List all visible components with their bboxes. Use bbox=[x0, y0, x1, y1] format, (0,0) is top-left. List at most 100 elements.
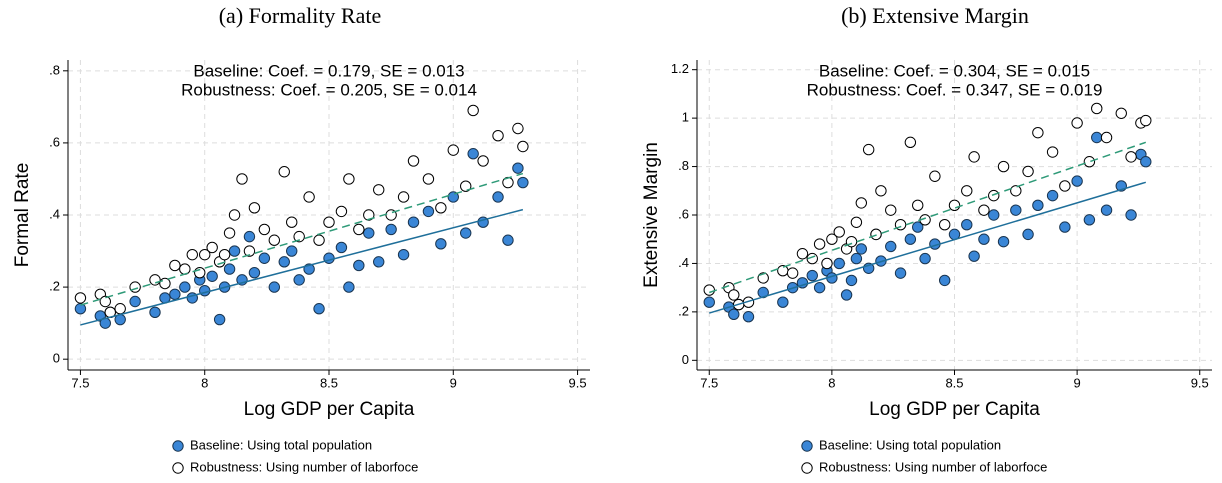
data-point bbox=[912, 199, 924, 212]
data-point bbox=[353, 259, 365, 272]
data-point bbox=[997, 235, 1010, 248]
data-point bbox=[502, 234, 514, 246]
data-point bbox=[373, 184, 385, 196]
data-point bbox=[1140, 114, 1152, 127]
data-point bbox=[149, 306, 161, 319]
data-point bbox=[1140, 156, 1152, 168]
data-point bbox=[467, 104, 479, 117]
data-point bbox=[1071, 175, 1083, 187]
data-point bbox=[728, 308, 740, 320]
data-point bbox=[813, 281, 826, 294]
data-point bbox=[796, 248, 809, 260]
data-point bbox=[938, 274, 951, 287]
data-point bbox=[1071, 117, 1083, 129]
data-point bbox=[477, 155, 489, 167]
data-point bbox=[1115, 107, 1127, 119]
data-point bbox=[278, 166, 290, 178]
data-point bbox=[99, 295, 111, 308]
data-point bbox=[1010, 204, 1022, 216]
data-point bbox=[978, 204, 990, 216]
data-point bbox=[826, 233, 838, 245]
data-point bbox=[1022, 165, 1034, 178]
data-point bbox=[1032, 199, 1044, 212]
y-tick-label: 1.2 bbox=[671, 61, 689, 76]
data-point bbox=[407, 155, 420, 167]
data-point bbox=[1022, 228, 1034, 241]
data-point bbox=[460, 180, 472, 192]
data-point bbox=[512, 162, 524, 174]
x-tick-label: 8.5 bbox=[320, 375, 338, 390]
data-point bbox=[268, 234, 281, 246]
data-point bbox=[1059, 180, 1071, 192]
data-point bbox=[845, 274, 858, 287]
data-point bbox=[1100, 204, 1113, 216]
legend-label: Robustness: Using number of laborfoce bbox=[819, 459, 1047, 474]
data-point bbox=[385, 223, 397, 236]
data-point bbox=[988, 209, 1000, 221]
y-tick-label: .8 bbox=[49, 62, 60, 77]
data-point bbox=[258, 223, 271, 236]
fit-line bbox=[80, 208, 524, 326]
data-point bbox=[435, 238, 447, 250]
y-tick-label: .6 bbox=[49, 134, 60, 149]
y-tick-label: .2 bbox=[678, 303, 689, 318]
data-point bbox=[1091, 131, 1103, 144]
data-point bbox=[1125, 209, 1137, 221]
data-point bbox=[728, 289, 740, 301]
data-point bbox=[248, 266, 261, 279]
legend-label: Baseline: Using total population bbox=[819, 437, 1001, 452]
data-point bbox=[492, 191, 504, 203]
data-point bbox=[422, 173, 435, 185]
data-point bbox=[114, 303, 126, 315]
data-point bbox=[243, 230, 256, 243]
x-tick-label: 9.5 bbox=[569, 375, 587, 390]
data-point bbox=[353, 223, 365, 236]
data-point bbox=[313, 303, 325, 315]
data-point bbox=[335, 241, 348, 254]
data-point bbox=[517, 176, 529, 189]
annotation: Baseline: Coef. = 0.179, SE = 0.013 bbox=[193, 61, 464, 80]
panel-title: (a) Formality Rate bbox=[219, 3, 382, 28]
x-tick-label: 8 bbox=[828, 375, 835, 390]
x-tick-label: 7.5 bbox=[700, 375, 718, 390]
data-point bbox=[363, 227, 375, 239]
data-point bbox=[323, 252, 335, 264]
data-point bbox=[179, 281, 191, 293]
data-point bbox=[742, 311, 755, 323]
data-point bbox=[821, 257, 833, 270]
data-point bbox=[948, 199, 961, 212]
y-tick-label: 0 bbox=[53, 351, 60, 366]
data-point bbox=[159, 277, 171, 290]
data-point bbox=[303, 191, 315, 203]
data-point bbox=[447, 191, 459, 203]
data-point bbox=[1010, 185, 1022, 197]
y-tick-label: .2 bbox=[49, 279, 60, 294]
x-tick-label: 8.5 bbox=[945, 375, 963, 390]
data-point bbox=[293, 230, 305, 243]
data-point bbox=[938, 218, 951, 231]
data-point bbox=[407, 216, 420, 228]
data-point bbox=[467, 148, 479, 160]
x-tick-label: 7.5 bbox=[71, 375, 89, 390]
data-point bbox=[169, 259, 181, 272]
fit-line bbox=[709, 141, 1147, 294]
data-point bbox=[179, 263, 191, 275]
data-point bbox=[833, 257, 845, 270]
y-tick-label: 0 bbox=[682, 352, 689, 367]
data-point bbox=[422, 205, 435, 218]
data-point bbox=[199, 248, 211, 261]
data-point bbox=[373, 256, 385, 268]
data-point bbox=[968, 250, 980, 262]
data-point bbox=[1046, 146, 1059, 158]
data-point bbox=[961, 185, 973, 197]
data-point bbox=[343, 173, 355, 185]
data-point bbox=[813, 238, 826, 250]
data-point bbox=[912, 221, 924, 233]
data-point bbox=[894, 267, 907, 279]
x-tick-label: 9 bbox=[450, 375, 457, 390]
data-point bbox=[186, 248, 198, 261]
data-point bbox=[968, 151, 980, 163]
data-point bbox=[850, 216, 863, 228]
data-point bbox=[492, 129, 504, 142]
